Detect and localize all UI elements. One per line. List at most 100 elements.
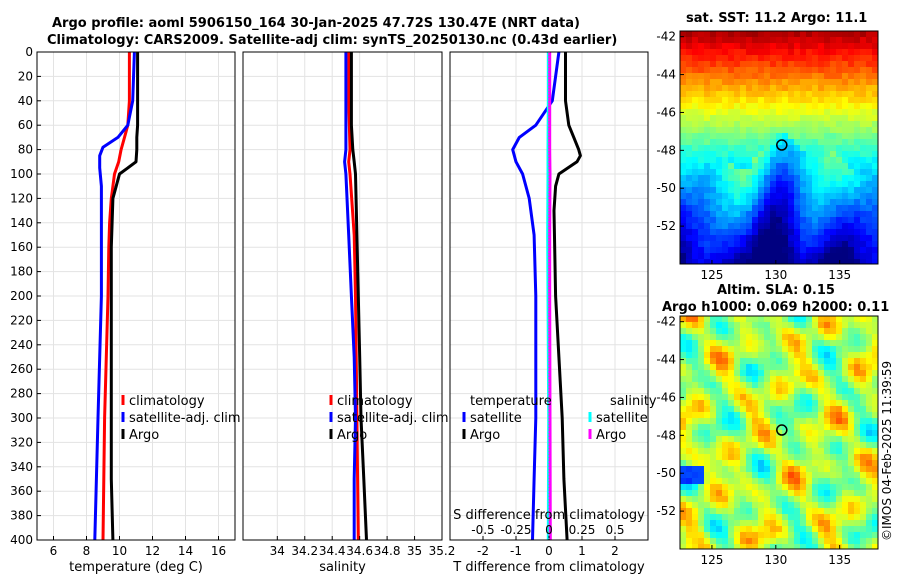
map-cell — [872, 322, 878, 329]
map-cell — [722, 61, 729, 68]
map-cell — [698, 328, 705, 335]
map-cell — [764, 364, 771, 371]
map-cell — [710, 133, 717, 140]
map-cell — [794, 169, 801, 176]
map-cell — [704, 181, 711, 188]
map-cell — [746, 247, 753, 254]
map-cell — [812, 91, 819, 98]
map-cell — [800, 538, 807, 545]
map-cell — [830, 340, 837, 347]
map-cell — [770, 364, 777, 371]
map-cell — [848, 73, 855, 80]
map-cell — [782, 49, 789, 56]
map-cell — [764, 436, 771, 443]
map-cell — [776, 31, 783, 38]
map-cell — [848, 103, 855, 110]
map-cell — [728, 382, 735, 389]
map-cell — [686, 442, 693, 449]
map-cell — [818, 49, 825, 56]
map-cell — [812, 217, 819, 224]
map-cell — [686, 334, 693, 341]
map-cell — [734, 502, 741, 509]
map-cell — [758, 358, 765, 365]
map-cell — [698, 151, 705, 158]
map-cell — [776, 424, 783, 431]
map-cell — [764, 103, 771, 110]
map-cell — [788, 229, 795, 236]
map-cell — [740, 175, 747, 182]
x-tick-label: 14 — [178, 544, 193, 558]
map-cell — [818, 460, 825, 467]
map-cell — [866, 229, 873, 236]
map-cell — [692, 514, 699, 521]
legend-label: satellite-adj. clim — [337, 411, 449, 426]
map-cell — [794, 199, 801, 206]
map-cell — [788, 520, 795, 527]
y-tick-label: 220 — [10, 313, 33, 327]
map-cell — [734, 241, 741, 248]
map-cell — [872, 382, 878, 389]
map-cell — [806, 187, 813, 194]
map-cell — [818, 181, 825, 188]
map-cell — [782, 448, 789, 455]
map-cell — [710, 322, 717, 329]
map-cell — [842, 103, 849, 110]
map-cell — [872, 133, 878, 140]
y-tick-label: -46 — [656, 390, 676, 404]
map-cell — [752, 55, 759, 62]
map-cell — [764, 247, 771, 254]
map-cell — [680, 520, 687, 527]
map-cell — [716, 442, 723, 449]
map-cell — [686, 538, 693, 545]
map-cell — [734, 253, 741, 260]
map-cell — [782, 400, 789, 407]
map-cell — [758, 526, 765, 533]
map-cell — [722, 157, 729, 164]
secondary-x-axis-label: S difference from climatology — [453, 508, 645, 523]
map-cell — [698, 532, 705, 539]
map-cell — [734, 478, 741, 485]
map-cell — [698, 43, 705, 50]
map-cell — [842, 520, 849, 527]
map-cell — [758, 370, 765, 377]
map-cell — [842, 187, 849, 194]
map-cell — [848, 454, 855, 461]
map-cell — [812, 466, 819, 473]
map-cell — [800, 400, 807, 407]
map-cell — [698, 340, 705, 347]
map-cell — [866, 388, 873, 395]
map-cell — [842, 376, 849, 383]
map-cell — [716, 520, 723, 527]
map-cell — [746, 199, 753, 206]
map-cell — [860, 430, 867, 437]
map-cell — [704, 520, 711, 527]
map-cell — [698, 370, 705, 377]
map-cell — [836, 43, 843, 50]
map-cell — [848, 328, 855, 335]
map-cell — [686, 460, 693, 467]
map-cell — [842, 382, 849, 389]
map-cell — [770, 460, 777, 467]
map-cell — [704, 139, 711, 146]
map-cell — [812, 316, 819, 323]
map-cell — [812, 127, 819, 134]
map-cell — [818, 340, 825, 347]
map-cell — [848, 163, 855, 170]
map-cell — [776, 55, 783, 62]
map-cell — [686, 151, 693, 158]
map-cell — [716, 175, 723, 182]
map-cell — [770, 358, 777, 365]
profile-location-marker — [776, 424, 788, 436]
map-cell — [860, 460, 867, 467]
map-cell — [764, 418, 771, 425]
map-cell — [836, 490, 843, 497]
map-cell — [806, 460, 813, 467]
map-cell — [680, 253, 687, 260]
map-cell — [818, 97, 825, 104]
map-cell — [872, 157, 878, 164]
map-cell — [866, 538, 873, 545]
map-cell — [818, 241, 825, 248]
map-cell — [848, 478, 855, 485]
map-cell — [860, 352, 867, 359]
map-cell — [716, 61, 723, 68]
